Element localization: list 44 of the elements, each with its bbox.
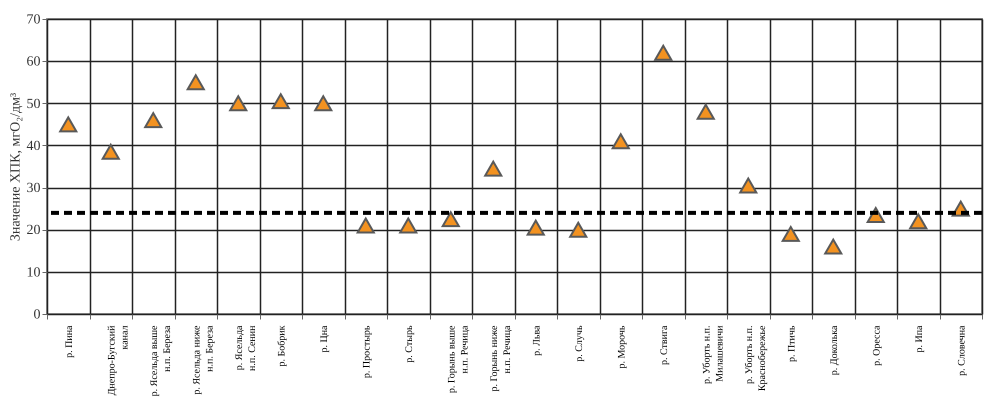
x-tick-label: р. Оресса xyxy=(871,324,882,366)
point xyxy=(824,238,842,255)
x-tick-label: р. Льва xyxy=(531,324,542,356)
x-tick-label: р. Ипа xyxy=(914,324,925,353)
point xyxy=(442,211,460,228)
point xyxy=(909,213,928,230)
x-tick-label: р. Доколька xyxy=(828,324,840,376)
x-tick-label: р. Цна xyxy=(318,324,330,353)
x-tick-label: р. Словечна xyxy=(956,324,968,376)
x-tick-label: р. Бобрик xyxy=(276,325,288,367)
point xyxy=(739,177,758,194)
y-tick-label: 20 xyxy=(26,223,40,238)
y-tick-label: 10 xyxy=(26,265,40,280)
x-tick-label: р. Морочь xyxy=(616,325,628,368)
point xyxy=(272,93,290,110)
x-tick-label: р. Пина xyxy=(64,324,75,358)
y-tick-label: 60 xyxy=(26,54,40,70)
y-axis-title: Значение ХПК, мгО₂/дм³ xyxy=(8,92,24,242)
point xyxy=(229,95,248,112)
point xyxy=(696,104,715,120)
point xyxy=(186,74,205,90)
point xyxy=(612,133,630,150)
y-tick-label: 50 xyxy=(26,96,40,112)
point xyxy=(356,218,375,234)
x-tick-label: р. Ствига xyxy=(658,324,670,366)
point xyxy=(484,160,502,177)
x-tick-label: Днепро-Бугский канал xyxy=(106,324,130,396)
point xyxy=(144,112,162,128)
y-tick-label: 0 xyxy=(34,308,40,322)
x-tick-label: р. Птичь xyxy=(786,325,798,362)
point xyxy=(569,222,588,238)
y-tick-label: 70 xyxy=(26,12,40,28)
point xyxy=(782,226,800,242)
point xyxy=(399,218,418,234)
point xyxy=(654,44,672,61)
x-tick-label: р. Случь xyxy=(574,325,585,362)
x-tick-label: р. Простырь xyxy=(361,325,372,378)
y-tick-label: 40 xyxy=(26,138,40,154)
point xyxy=(102,144,120,160)
point xyxy=(526,220,545,236)
point xyxy=(314,95,332,112)
x-tick-label: р. Стырь xyxy=(404,325,415,363)
point xyxy=(59,116,78,132)
y-tick-label: 30 xyxy=(26,181,40,196)
